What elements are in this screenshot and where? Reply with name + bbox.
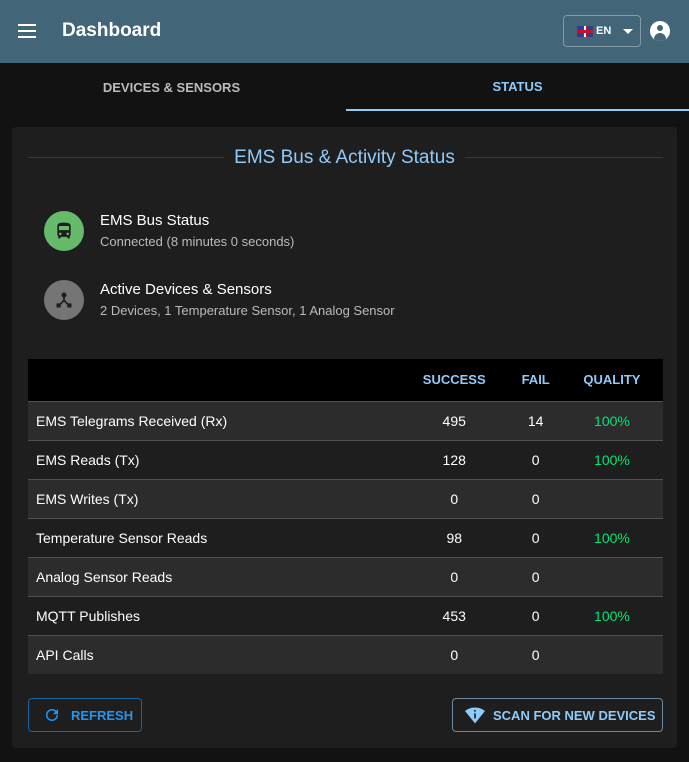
row-label: EMS Writes (Tx) xyxy=(28,478,398,518)
tab-status[interactable]: STATUS xyxy=(346,63,689,111)
refresh-label: REFRESH xyxy=(71,707,134,723)
fail-count: 0 xyxy=(510,634,561,674)
wifi-info-icon xyxy=(465,707,485,724)
activity-table: SUCCESS FAIL QUALITY EMS Telegrams Recei… xyxy=(28,359,663,674)
header-success: SUCCESS xyxy=(398,359,511,401)
quality-value: 100% xyxy=(560,517,663,557)
success-count: 0 xyxy=(398,556,511,596)
header-quality: QUALITY xyxy=(560,359,663,401)
item-title: EMS Bus Status xyxy=(100,212,210,229)
account-icon[interactable] xyxy=(650,21,670,41)
scan-devices-button[interactable]: SCAN FOR NEW DEVICES xyxy=(452,698,663,732)
row-label: Analog Sensor Reads xyxy=(28,556,398,596)
device-hub-icon xyxy=(44,280,84,320)
success-count: 495 xyxy=(398,400,511,440)
language-label: EN xyxy=(596,25,612,37)
table-row: EMS Telegrams Received (Rx) 495 14 100% xyxy=(28,400,663,440)
page-title: Dashboard xyxy=(62,20,162,41)
row-label: MQTT Publishes xyxy=(28,595,398,635)
refresh-icon xyxy=(46,709,58,721)
quality-value: 100% xyxy=(560,400,663,440)
table-row: Temperature Sensor Reads 98 0 100% xyxy=(28,517,663,557)
quality-value xyxy=(560,634,663,674)
fail-count: 0 xyxy=(510,517,561,557)
quality-value xyxy=(560,478,663,518)
row-label: EMS Reads (Tx) xyxy=(28,439,398,479)
success-count: 0 xyxy=(398,478,511,518)
success-count: 128 xyxy=(398,439,511,479)
tab-bar: DEVICES & SENSORS STATUS xyxy=(0,63,689,111)
quality-value: 100% xyxy=(560,439,663,479)
app-bar: Dashboard EN xyxy=(0,0,689,63)
table-row: Analog Sensor Reads 0 0 xyxy=(28,556,663,596)
table-header: SUCCESS FAIL QUALITY xyxy=(28,359,663,401)
table-row: EMS Writes (Tx) 0 0 xyxy=(28,478,663,518)
language-select[interactable]: EN xyxy=(563,15,641,47)
table-row: EMS Reads (Tx) 128 0 100% xyxy=(28,439,663,479)
success-count: 0 xyxy=(398,634,511,674)
fail-count: 14 xyxy=(510,400,561,440)
item-title: Active Devices & Sensors xyxy=(100,281,272,298)
menu-icon[interactable] xyxy=(18,24,36,38)
success-count: 453 xyxy=(398,595,511,635)
quality-value: 100% xyxy=(560,595,663,635)
status-panel: EMS Bus & Activity Status EMS Bus Status… xyxy=(12,127,677,748)
bus-icon xyxy=(44,211,84,251)
chevron-down-icon xyxy=(623,28,634,34)
fail-count: 0 xyxy=(510,595,561,635)
header-fail: FAIL xyxy=(510,359,561,401)
panel-title: EMS Bus & Activity Status xyxy=(12,147,677,169)
fail-count: 0 xyxy=(510,556,561,596)
success-count: 98 xyxy=(398,517,511,557)
uk-flag-icon xyxy=(577,25,593,37)
item-subtitle: 2 Devices, 1 Temperature Sensor, 1 Analo… xyxy=(100,303,395,318)
quality-value xyxy=(560,556,663,596)
fail-count: 0 xyxy=(510,478,561,518)
table-row: API Calls 0 0 xyxy=(28,634,663,674)
row-label: EMS Telegrams Received (Rx) xyxy=(28,400,398,440)
header-blank xyxy=(28,359,398,401)
fail-count: 0 xyxy=(510,439,561,479)
refresh-button[interactable]: REFRESH xyxy=(28,698,142,732)
item-subtitle: Connected (8 minutes 0 seconds) xyxy=(100,234,295,249)
table-row: MQTT Publishes 453 0 100% xyxy=(28,595,663,635)
row-label: Temperature Sensor Reads xyxy=(28,517,398,557)
row-label: API Calls xyxy=(28,634,398,674)
scan-label: SCAN FOR NEW DEVICES xyxy=(493,707,656,723)
tab-devices-sensors[interactable]: DEVICES & SENSORS xyxy=(102,79,241,95)
